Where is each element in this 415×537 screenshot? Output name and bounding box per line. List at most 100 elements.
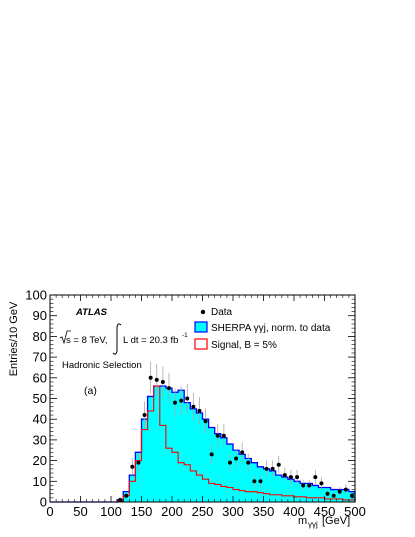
- x-tick-label: 450: [314, 504, 336, 519]
- data-point: [124, 492, 129, 500]
- data-point: [331, 492, 336, 500]
- data-marker: [288, 475, 293, 480]
- data-marker: [319, 481, 324, 486]
- legend-sherpa-swatch: [194, 321, 208, 333]
- legend-data-marker: [200, 309, 206, 315]
- data-point: [191, 392, 196, 421]
- data-marker: [270, 466, 275, 471]
- data-point: [319, 477, 324, 490]
- data-point: [343, 484, 348, 495]
- lumi-exponent: -1: [182, 332, 188, 339]
- data-marker: [166, 386, 171, 391]
- lumi-label: L dt = 20.3 fb: [123, 335, 178, 346]
- data-point: [142, 401, 147, 429]
- panel-label: (a): [84, 385, 97, 397]
- data-marker: [185, 396, 190, 401]
- data-marker: [313, 475, 318, 480]
- data-point: [288, 469, 293, 485]
- data-marker: [203, 419, 208, 424]
- y-tick-label: 0: [40, 495, 47, 510]
- y-tick-label: 70: [33, 350, 47, 365]
- x-tick-label: 0: [46, 504, 53, 519]
- data-marker: [343, 487, 348, 492]
- y-tick-label: 50: [33, 391, 47, 406]
- data-point: [301, 479, 306, 492]
- data-marker: [136, 460, 141, 465]
- data-point: [118, 497, 123, 502]
- data-point: [325, 489, 330, 498]
- data-marker: [197, 408, 202, 413]
- legend-entry-signal: Signal, B = 5%: [194, 338, 277, 351]
- data-point: [197, 397, 202, 425]
- axes: 0 50 100 150 200 250 300 350 400 450 500 0 10 20 30 40 5…: [25, 288, 366, 520]
- data-point: [258, 474, 263, 488]
- integral-symbol: [112, 323, 122, 355]
- data-marker: [240, 450, 245, 455]
- data-marker: [295, 475, 300, 480]
- x-tick-label: 300: [222, 504, 244, 519]
- x-axis-title: m γγj [GeV]: [298, 515, 350, 529]
- data-point: [160, 366, 165, 398]
- sherpa-histogram-fill: [50, 386, 355, 502]
- legend-signal-label: Signal, B = 5%: [211, 340, 277, 351]
- data-point: [130, 458, 135, 476]
- data-point: [185, 383, 190, 414]
- data-marker: [252, 479, 257, 484]
- x-tick-label: 250: [192, 504, 214, 519]
- y-tick-label: 100: [25, 288, 47, 303]
- x-tick-label: 500: [344, 504, 366, 519]
- data-marker: [276, 462, 281, 467]
- data-point: [221, 423, 226, 448]
- data-marker: [142, 413, 147, 418]
- y-tick-label: 60: [33, 370, 47, 385]
- energy-lumi-label: s = 8 TeV, L dt = 20.3 fb -1: [59, 323, 188, 355]
- legend-signal-swatch: [194, 338, 208, 350]
- data-marker: [307, 483, 312, 488]
- data-marker: [130, 464, 135, 469]
- legend: Data SHERPA γγj, norm. to data Signal, B…: [194, 307, 331, 351]
- legend-entry-data: Data: [200, 307, 233, 318]
- data-marker: [160, 379, 165, 384]
- x-axis-title-unit: [GeV]: [322, 515, 350, 527]
- x-tick-label: 350: [253, 504, 275, 519]
- data-marker: [148, 375, 153, 380]
- data-marker: [124, 493, 129, 498]
- data-marker: [173, 400, 178, 405]
- data-point: [246, 453, 251, 472]
- data-marker: [179, 398, 184, 403]
- data-point: [295, 469, 300, 485]
- data-marker: [349, 493, 354, 498]
- y-tick-label: 40: [33, 412, 47, 427]
- x-tick-label: 100: [100, 504, 122, 519]
- x-tick-label: 150: [131, 504, 153, 519]
- data-marker: [264, 466, 269, 471]
- sqrt-s-label: s = 8 TeV,: [66, 335, 107, 346]
- data-marker: [246, 460, 251, 465]
- sqrt-symbol: [59, 330, 71, 345]
- data-marker: [282, 473, 287, 478]
- data-point: [276, 456, 281, 474]
- data-marker: [325, 491, 330, 496]
- data-marker: [258, 479, 263, 484]
- data-point: [148, 361, 153, 394]
- data-point: [307, 479, 312, 492]
- data-point: [136, 453, 141, 472]
- plot-area: [50, 361, 356, 503]
- x-axis-title-m: m: [298, 515, 307, 527]
- data-marker: [337, 489, 342, 494]
- data-point: [215, 423, 220, 448]
- signal-histogram-line: [50, 385, 356, 503]
- y-axis-title: Entries/10 GeV: [8, 301, 20, 376]
- experiment-label: ATLAS: [75, 307, 108, 318]
- data-point: [154, 363, 159, 396]
- legend-entry-sherpa: SHERPA γγj, norm. to data: [194, 321, 331, 334]
- data-point: [282, 467, 287, 483]
- data-marker: [234, 456, 239, 461]
- data-point: [173, 388, 178, 417]
- x-tick-label: 50: [73, 504, 87, 519]
- y-tick-label: 80: [33, 329, 47, 344]
- data-marker: [301, 483, 306, 488]
- data-marker: [209, 452, 214, 457]
- data-point: [179, 386, 184, 416]
